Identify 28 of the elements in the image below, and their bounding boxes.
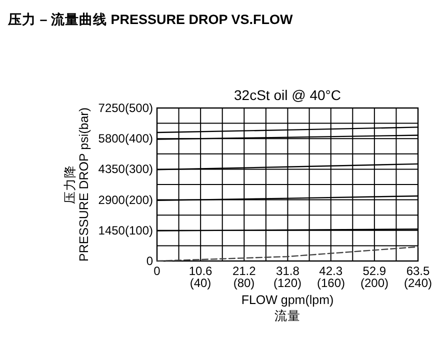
x-tick-label: 52.9 — [362, 264, 386, 278]
y-tick-label: 5800 — [98, 132, 126, 146]
x2-tick-label: (80) — [233, 276, 255, 290]
x-tick-label: 63.5 — [406, 264, 430, 278]
x2-tick-label: (40) — [190, 276, 212, 290]
x2-tick-label: (240) — [404, 276, 432, 290]
x-tick-label: 31.8 — [276, 264, 300, 278]
x-tick-label: 0 — [154, 264, 161, 278]
chart-title: 压力 – 流量曲线 PRESSURE DROP VS.FLOW — [7, 11, 294, 27]
x2-tick-label: (160) — [316, 276, 346, 290]
y2-tick-label: (500) — [124, 101, 153, 115]
x-tick-label: 10.6 — [188, 264, 213, 278]
y-axis-title: 压力降 PRESSURE DROP psi(bar) — [63, 108, 91, 262]
y-tick-label: 4350 — [98, 162, 126, 176]
y2-tick-label: (300) — [124, 162, 153, 176]
x-tick-label: 42.3 — [319, 264, 343, 278]
x-axis-title: FLOW gpm(lpm) 流量 — [241, 293, 334, 323]
x2-tick-label: (120) — [273, 276, 302, 290]
chart-subtitle: 32cSt oil @ 40°C — [234, 87, 341, 103]
y2-tick-label: 0 — [146, 254, 154, 268]
y-tick-label: 2900 — [98, 192, 126, 207]
y2-tick-label: (400) — [124, 132, 153, 146]
y2-tick-label: (100) — [124, 223, 153, 238]
y2-tick-label: (200) — [124, 192, 153, 207]
y-tick-label: 7250 — [98, 101, 126, 115]
x2-tick-label: (200) — [360, 276, 389, 290]
y-tick-label: 1450 — [98, 223, 126, 238]
x-tick-label: 21.2 — [232, 264, 256, 278]
